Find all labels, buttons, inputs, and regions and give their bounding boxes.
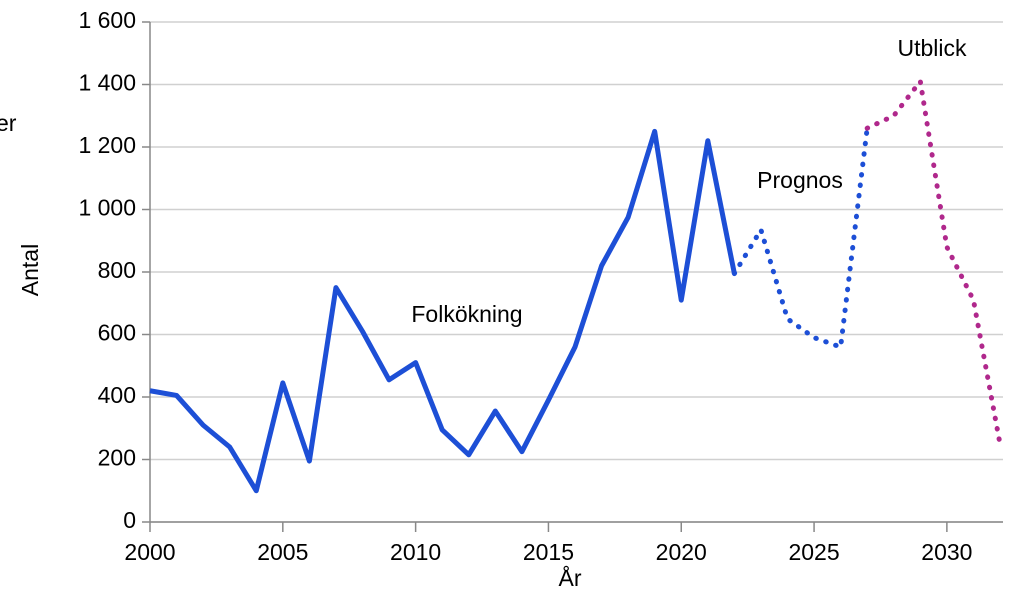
y-tick-label: 1 400 [78,70,136,96]
series-line [864,78,1003,447]
y-axis-label: Antal [17,244,43,296]
y-tick-label: 200 [98,445,136,471]
x-tick-label: 2005 [257,539,308,565]
x-tick-label: 2015 [523,539,574,565]
x-tick-label: 2010 [390,539,441,565]
y-tick-label: 1 200 [78,132,136,158]
clipped-text: er [0,110,17,136]
series-label: Folkökning [411,301,522,327]
series-line [149,128,737,494]
series-label: Utblick [897,35,967,61]
y-tick-label: 0 [123,507,136,533]
x-tick-label: 2025 [788,539,839,565]
y-tick-label: 1 600 [78,7,136,33]
series-label: Prognos [757,167,843,193]
y-tick-label: 400 [98,382,136,408]
series-line [731,125,870,350]
x-tick-label: 2020 [656,539,707,565]
y-tick-label: 600 [98,320,136,346]
x-tick-label: 2030 [921,539,972,565]
y-tick-label: 1 000 [78,195,136,221]
y-tick-label: 800 [98,257,136,283]
x-tick-label: 2000 [124,539,175,565]
x-axis-label: År [559,564,582,591]
